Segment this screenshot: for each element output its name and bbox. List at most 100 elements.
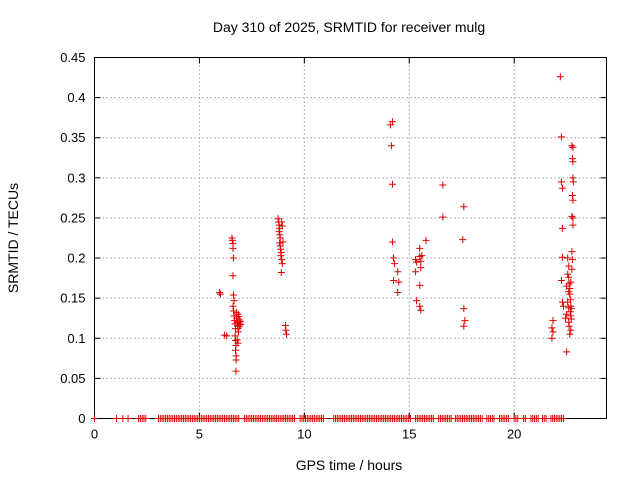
- data-point: [388, 238, 396, 246]
- data-point: [569, 256, 577, 264]
- data-point: [559, 302, 567, 310]
- x-tick-label: 5: [196, 427, 203, 442]
- data-point: [278, 260, 286, 268]
- x-tick-label: 10: [297, 427, 311, 442]
- data-point: [229, 272, 237, 280]
- axis-ticks: 0 0.05 0.1 0.15 0.2 0.25 0.3 0.35 0.4 0.45 0 5 10 15 2…: [60, 50, 607, 442]
- x-tick-label: 20: [507, 427, 521, 442]
- data-point: [416, 302, 424, 310]
- data-point: [562, 314, 570, 322]
- y-tick-label: 0: [78, 411, 85, 426]
- data-point: [234, 328, 242, 336]
- data-point: [229, 302, 237, 310]
- data-point: [412, 268, 420, 276]
- data-point: [461, 317, 469, 325]
- data-point: [387, 142, 395, 150]
- data-point: [569, 143, 577, 151]
- data-point: [319, 415, 327, 422]
- data-point: [565, 322, 573, 330]
- data-point: [275, 228, 283, 236]
- x-axis-label: GPS time / hours: [296, 457, 403, 473]
- data-point: [564, 270, 572, 278]
- data-point: [390, 254, 398, 262]
- data-point: [460, 322, 468, 330]
- data-point: [282, 326, 290, 334]
- data-point: [568, 142, 576, 150]
- data-point: [563, 310, 571, 318]
- data-point: [413, 297, 421, 305]
- data-point: [142, 415, 150, 422]
- data-point: [569, 221, 577, 229]
- y-tick-label: 0.45: [60, 50, 85, 65]
- data-point: [416, 244, 424, 252]
- data-point: [394, 289, 402, 297]
- y-axis-label: SRMTID / TECUs: [5, 183, 21, 293]
- data-point: [563, 282, 571, 290]
- data-point: [460, 203, 468, 211]
- data-point: [548, 334, 556, 342]
- data-point: [394, 268, 402, 276]
- y-tick-label: 0.15: [60, 291, 85, 306]
- data-point: [124, 415, 132, 422]
- data-point: [223, 332, 231, 340]
- data-point: [277, 245, 285, 253]
- data-point: [549, 328, 557, 336]
- y-tick-label: 0.1: [67, 331, 85, 346]
- data-point: [278, 256, 286, 264]
- data-point: [278, 218, 286, 226]
- data-point: [216, 290, 224, 298]
- chart-title: Day 310 of 2025, SRMTID for receiver mul…: [213, 19, 485, 35]
- data-point: [233, 336, 241, 344]
- data-point: [460, 305, 468, 313]
- data-point: [232, 367, 240, 375]
- data-point: [417, 264, 425, 272]
- data-point: [232, 346, 240, 354]
- data-point: [91, 415, 98, 422]
- data-point: [558, 184, 566, 192]
- y-tick-label: 0.35: [60, 130, 85, 145]
- data-point: [566, 330, 574, 338]
- data-point: [390, 277, 398, 285]
- data-point: [234, 339, 242, 347]
- data-point: [569, 178, 577, 186]
- data-point: [232, 356, 240, 364]
- data-point: [567, 326, 575, 334]
- data-point: [418, 252, 426, 260]
- data-point: [277, 252, 285, 260]
- data-point: [277, 268, 285, 276]
- y-tick-label: 0.25: [60, 210, 85, 225]
- data-point: [558, 253, 566, 261]
- data-point: [439, 181, 447, 189]
- data-point: [417, 306, 425, 314]
- data-point: [416, 281, 424, 289]
- data-point: [459, 236, 467, 244]
- data-point: [568, 265, 576, 273]
- data-point: [235, 322, 243, 330]
- x-tick-label: 15: [402, 427, 416, 442]
- data-points: [91, 73, 577, 422]
- data-point: [568, 248, 576, 256]
- data-point: [391, 260, 399, 268]
- data-point: [417, 257, 425, 265]
- data-point: [569, 158, 577, 166]
- data-point: [388, 180, 396, 188]
- data-point: [230, 297, 238, 305]
- data-point: [549, 317, 557, 325]
- data-point: [514, 415, 522, 422]
- grid-lines: [94, 57, 607, 419]
- data-point: [278, 222, 286, 230]
- y-tick-label: 0.4: [67, 90, 85, 105]
- data-point: [237, 321, 245, 329]
- y-tick-label: 0.05: [60, 371, 85, 386]
- data-point: [229, 244, 237, 252]
- data-point: [439, 213, 447, 221]
- data-point: [422, 236, 430, 244]
- data-point: [569, 196, 577, 204]
- data-point: [556, 73, 564, 81]
- data-point: [215, 289, 223, 297]
- data-point: [388, 118, 396, 126]
- data-point: [279, 238, 287, 246]
- data-point: [559, 415, 567, 422]
- data-point: [563, 348, 571, 356]
- data-point: [229, 291, 237, 299]
